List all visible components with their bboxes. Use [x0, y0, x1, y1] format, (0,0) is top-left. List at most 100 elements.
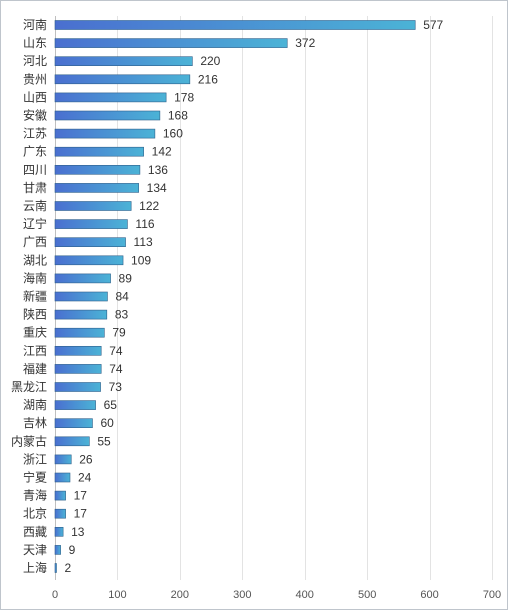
bar	[54, 508, 66, 519]
category-label: 云南	[23, 198, 47, 213]
labels: 0 100 200 300 400 500 600 700 河南 577 山东 372 河北 220 贵州 2…	[11, 17, 501, 601]
category-label: 辽宁	[23, 216, 47, 231]
bar	[54, 327, 105, 338]
bar	[54, 20, 416, 30]
bar	[54, 563, 57, 573]
category-label: 西藏	[23, 525, 47, 539]
x-tick-label: 0	[52, 589, 58, 601]
bar	[54, 490, 66, 501]
bar	[54, 382, 101, 392]
data-label: 113	[134, 235, 153, 249]
data-label: 74	[109, 362, 123, 376]
category-label: 海南	[23, 270, 47, 285]
data-label: 2	[65, 561, 72, 575]
bar	[54, 418, 93, 429]
category-label: 贵州	[23, 72, 47, 86]
data-label: 26	[79, 452, 93, 466]
category-label: 山东	[23, 36, 47, 50]
category-label: 四川	[23, 163, 47, 177]
data-label: 142	[152, 145, 172, 159]
data-label: 116	[135, 217, 154, 231]
data-label: 79	[112, 326, 126, 340]
data-label: 60	[100, 416, 114, 430]
bar	[54, 255, 124, 266]
category-label: 青海	[23, 488, 47, 503]
bar	[54, 454, 72, 465]
bar	[54, 38, 288, 48]
x-tick-label: 600	[420, 589, 438, 601]
data-label: 220	[200, 54, 220, 68]
category-label: 北京	[23, 507, 47, 521]
x-tick-label: 200	[171, 589, 189, 601]
category-label: 福建	[23, 361, 47, 376]
category-label: 广东	[23, 145, 47, 159]
bar	[54, 526, 64, 537]
data-label: 17	[74, 489, 88, 503]
bar	[54, 92, 167, 103]
category-label: 上海	[23, 560, 47, 575]
category-label: 新疆	[23, 289, 47, 304]
bar	[54, 545, 61, 555]
data-label: 109	[131, 253, 151, 267]
data-label: 178	[174, 90, 194, 104]
category-label: 甘肃	[23, 181, 47, 195]
category-label: 陕西	[23, 307, 47, 322]
x-tick-label: 400	[296, 589, 314, 601]
bar	[54, 110, 161, 121]
data-label: 84	[115, 290, 129, 304]
category-label: 河北	[23, 54, 47, 68]
data-label: 73	[109, 380, 123, 394]
data-label: 372	[295, 36, 315, 50]
bar	[54, 201, 132, 211]
data-label: 74	[109, 344, 123, 358]
data-label: 24	[78, 471, 92, 485]
bar	[54, 472, 71, 483]
data-label: 577	[423, 18, 443, 32]
data-label: 13	[71, 525, 85, 539]
x-tick-label: 500	[358, 589, 376, 601]
category-label: 天津	[23, 543, 47, 557]
bar	[54, 74, 191, 85]
bar	[54, 364, 102, 374]
data-label: 122	[139, 199, 159, 213]
category-label: 江西	[23, 344, 47, 358]
bar	[54, 183, 139, 193]
data-label: 83	[115, 308, 129, 322]
data-label: 9	[69, 543, 76, 557]
data-label: 160	[163, 127, 183, 141]
bar	[54, 436, 90, 447]
x-tick-label: 300	[233, 589, 251, 601]
bar	[54, 345, 102, 356]
bar	[54, 291, 108, 302]
category-label: 浙江	[23, 452, 47, 466]
category-label: 内蒙古	[11, 433, 47, 448]
data-label: 216	[198, 72, 218, 86]
bars	[54, 20, 416, 573]
bar	[54, 56, 193, 67]
x-tick-label: 100	[108, 589, 126, 601]
category-label: 吉林	[23, 416, 47, 430]
bar	[54, 219, 128, 229]
category-label: 重庆	[23, 326, 47, 340]
data-label: 134	[147, 181, 167, 195]
category-label: 江苏	[23, 127, 47, 141]
data-label: 136	[148, 163, 168, 177]
category-label: 湖南	[23, 397, 47, 412]
data-label: 17	[74, 507, 88, 521]
bar	[54, 273, 111, 284]
data-label: 65	[104, 398, 118, 412]
bar	[54, 128, 156, 139]
bar	[54, 165, 141, 175]
category-label: 宁夏	[23, 470, 47, 485]
gridlines	[55, 15, 493, 581]
x-tick-label: 700	[483, 589, 501, 601]
data-label: 55	[97, 434, 111, 448]
data-label: 89	[119, 271, 133, 285]
bar	[54, 146, 144, 157]
category-label: 山西	[23, 90, 47, 104]
category-label: 安徽	[23, 108, 47, 123]
bar	[54, 309, 108, 320]
category-label: 广西	[23, 235, 47, 249]
